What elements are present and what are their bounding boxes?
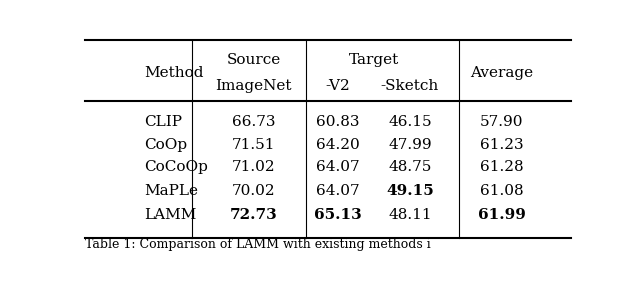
Text: Method: Method — [145, 66, 204, 80]
Text: 71.51: 71.51 — [232, 138, 275, 152]
Text: 70.02: 70.02 — [232, 184, 275, 198]
Text: 72.73: 72.73 — [230, 208, 278, 222]
Text: 64.07: 64.07 — [316, 184, 360, 198]
Text: 49.15: 49.15 — [386, 184, 434, 198]
Text: LAMM: LAMM — [145, 208, 197, 222]
Text: 65.13: 65.13 — [314, 208, 362, 222]
Text: 60.83: 60.83 — [316, 115, 360, 129]
Text: CoCoOp: CoCoOp — [145, 160, 209, 174]
Text: 47.99: 47.99 — [388, 138, 431, 152]
Text: CoOp: CoOp — [145, 138, 188, 152]
Text: 64.07: 64.07 — [316, 160, 360, 174]
Text: 66.73: 66.73 — [232, 115, 275, 129]
Text: Target: Target — [349, 53, 399, 67]
Text: 61.23: 61.23 — [480, 138, 524, 152]
Text: 57.90: 57.90 — [480, 115, 524, 129]
Text: 61.28: 61.28 — [480, 160, 524, 174]
Text: ImageNet: ImageNet — [215, 79, 292, 93]
Text: 48.11: 48.11 — [388, 208, 431, 222]
Text: Average: Average — [470, 66, 533, 80]
Text: 61.99: 61.99 — [477, 208, 525, 222]
Text: 64.20: 64.20 — [316, 138, 360, 152]
Text: MaPLe: MaPLe — [145, 184, 198, 198]
Text: 61.08: 61.08 — [480, 184, 524, 198]
Text: 46.15: 46.15 — [388, 115, 431, 129]
Text: Table 1: Comparison of LAMM with existing methods i: Table 1: Comparison of LAMM with existin… — [85, 238, 431, 251]
Text: -V2: -V2 — [326, 79, 350, 93]
Text: CLIP: CLIP — [145, 115, 182, 129]
Text: -Sketch: -Sketch — [381, 79, 439, 93]
Text: 48.75: 48.75 — [388, 160, 431, 174]
Text: Source: Source — [227, 53, 281, 67]
Text: 71.02: 71.02 — [232, 160, 275, 174]
